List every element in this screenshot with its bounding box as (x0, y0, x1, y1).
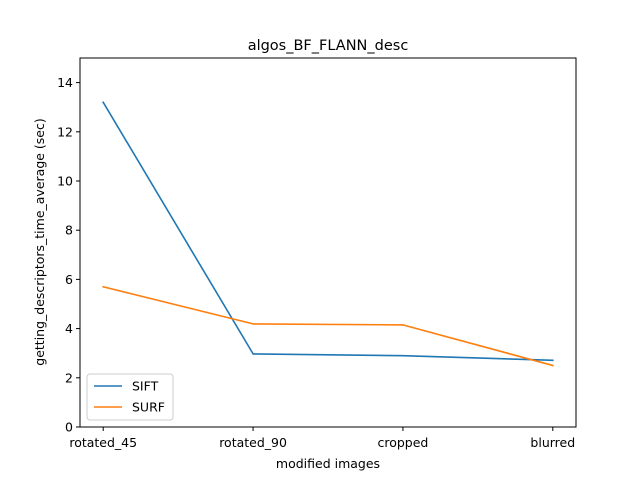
chart-title: algos_BF_FLANN_desc (248, 38, 409, 54)
data-point-sift-cropped (402, 354, 404, 357)
data-point-surf-cropped (402, 324, 404, 326)
legend: SIFT SURF (86, 373, 174, 421)
y-tick-label: 0 (65, 420, 73, 435)
y-tick-label: 4 (65, 321, 73, 336)
legend-label-surf: SURF (132, 400, 165, 415)
y-tick-label: 14 (57, 75, 73, 90)
x-tick-label: cropped (377, 435, 428, 450)
plot-frame (79, 57, 577, 428)
y-tick-label: 6 (65, 272, 73, 287)
legend-label-sift: SIFT (132, 379, 159, 394)
y-tick-label: 8 (65, 223, 73, 238)
y-tick-label: 12 (57, 124, 73, 139)
x-axis-label: modified images (276, 456, 380, 471)
y-axis-label: getting_descriptors_time_average (sec) (32, 118, 47, 365)
data-point-surf-blurred (552, 364, 554, 367)
plot-marks (102, 101, 554, 367)
data-point-surf-rotated_90 (252, 323, 254, 325)
x-tick-label: rotated_90 (219, 435, 287, 450)
data-point-sift-rotated_90 (252, 353, 254, 355)
y-tick-label: 10 (57, 174, 73, 189)
data-point-sift-rotated_45 (102, 101, 104, 104)
axes: rotated_45 rotated_90 cropped blurred 0 2 4 6 8 1… (57, 57, 577, 450)
x-tick-label: rotated_45 (69, 435, 137, 450)
series-line-surf (102, 285, 554, 367)
y-tick-label: 2 (65, 370, 73, 385)
data-point-sift-blurred (552, 359, 554, 362)
data-point-surf-rotated_45 (102, 286, 104, 288)
series-line-sift (102, 101, 554, 362)
x-tick-label: blurred (530, 435, 575, 450)
